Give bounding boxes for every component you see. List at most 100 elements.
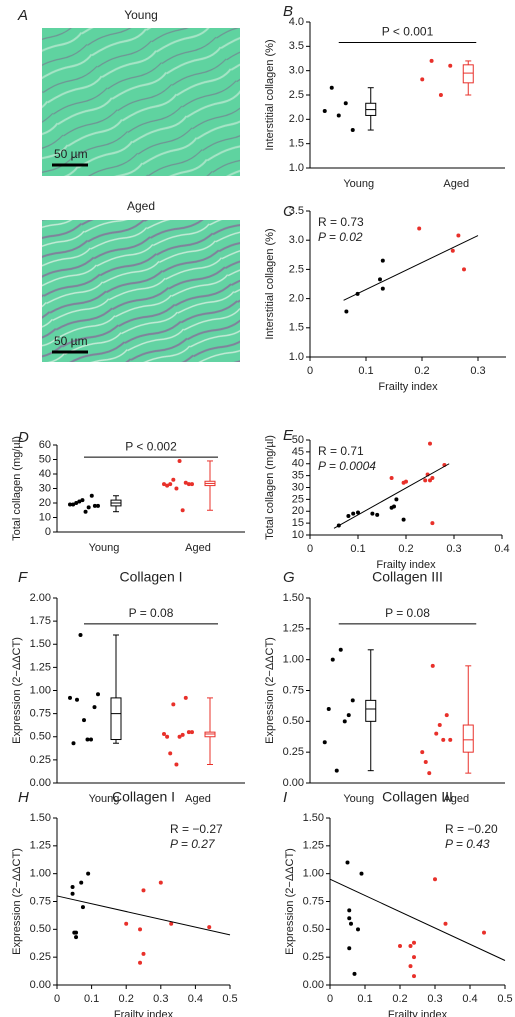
y-tick-label: 50	[39, 453, 51, 465]
dot	[392, 504, 396, 509]
dot	[92, 503, 97, 508]
annotation: P < 0.002	[125, 439, 177, 453]
dot	[96, 503, 100, 508]
x-tick-label: 0.1	[350, 543, 365, 555]
dot	[336, 113, 341, 118]
dot	[165, 483, 170, 488]
y-tick-label: 2.5	[289, 89, 304, 101]
dot	[456, 233, 461, 238]
y-tick-label: 0.75	[303, 895, 324, 907]
y-tick-label: 1.00	[30, 868, 51, 880]
x-axis-label: Frailty index	[388, 1009, 448, 1017]
dot	[138, 960, 143, 965]
dot	[334, 768, 339, 773]
dot	[378, 277, 382, 282]
panel-letter: G	[283, 569, 295, 586]
dot	[443, 921, 448, 926]
y-tick-label: 1.0	[289, 351, 304, 363]
y-tick-label: 45	[292, 446, 304, 458]
y-tick-label: 10	[39, 511, 51, 523]
dot	[462, 267, 466, 272]
chart-title: Collagen III	[382, 789, 453, 805]
y-tick-label: 20	[292, 505, 304, 517]
dot	[74, 930, 79, 935]
dot	[438, 93, 443, 97]
x-tick-label: 0.3	[470, 365, 485, 377]
x-tick-label: 0.3	[446, 543, 461, 555]
y-tick-label: 1.0	[289, 162, 304, 174]
dot	[322, 740, 327, 745]
image-title: Aged	[127, 199, 155, 213]
dot	[349, 921, 353, 926]
y-tick-label: 2.0	[289, 113, 304, 125]
regression-line	[343, 235, 479, 301]
y-tick-label: 25	[292, 493, 304, 505]
y-tick-label: 30	[292, 481, 304, 493]
dot	[190, 730, 194, 735]
stat-label: R = −0.27	[170, 822, 223, 836]
dot	[356, 510, 360, 515]
dot	[190, 482, 194, 487]
y-axis-label: Total collagen (mg/µl)	[11, 436, 23, 541]
x-tick-label: 0	[307, 543, 313, 555]
dot	[162, 482, 166, 487]
micrograph	[42, 220, 240, 362]
dot	[89, 737, 93, 742]
dot	[138, 927, 143, 932]
x-tick-label: 0.4	[188, 993, 203, 1005]
dot	[380, 286, 385, 291]
y-tick-label: 3.0	[289, 65, 304, 77]
y-tick-label: 1.50	[283, 592, 304, 604]
dot	[370, 511, 375, 516]
x-tick-label: Aged	[443, 178, 469, 190]
dot	[430, 521, 435, 526]
y-tick-label: 1.75	[30, 615, 51, 627]
dot	[71, 741, 76, 746]
dot	[330, 657, 335, 662]
y-tick-label: 2.0	[289, 293, 304, 305]
y-tick-label: 0.00	[30, 979, 51, 991]
dot	[420, 77, 425, 82]
y-tick-label: 2.5	[289, 263, 304, 275]
y-tick-label: 1.5	[289, 322, 304, 334]
y-axis-label: Expression (2−ΔΔCT)	[11, 637, 23, 744]
y-tick-label: 1.00	[30, 684, 51, 696]
dot	[124, 921, 129, 926]
dot	[92, 705, 97, 710]
x-tick-label: 0	[54, 993, 60, 1005]
x-tick-label: Aged	[185, 793, 211, 805]
dot	[174, 762, 179, 767]
dot	[437, 723, 442, 728]
y-tick-label: 0.75	[30, 895, 51, 907]
dot	[412, 940, 416, 945]
dot	[427, 771, 432, 776]
y-tick-label: 1.5	[289, 138, 304, 150]
x-tick-label: Aged	[185, 542, 211, 554]
y-tick-label: 0.00	[283, 777, 304, 789]
image-title: Young	[124, 8, 158, 22]
chart-title: Collagen I	[119, 569, 182, 585]
dot	[82, 718, 86, 723]
dot	[158, 880, 163, 885]
y-tick-label: 0.00	[303, 979, 324, 991]
dot	[417, 226, 422, 231]
dot	[359, 871, 364, 876]
y-tick-label: 0.50	[30, 731, 51, 743]
box	[462, 724, 474, 753]
dot	[77, 499, 82, 504]
x-tick-label: 0.2	[398, 543, 413, 555]
dot	[347, 946, 352, 951]
regression-line	[329, 878, 506, 961]
stat-label: P = 0.43	[445, 837, 490, 851]
y-tick-label: 1.50	[30, 812, 51, 824]
y-tick-label: 3.5	[289, 205, 304, 217]
dot	[177, 734, 182, 739]
y-tick-label: 20	[39, 497, 51, 509]
y-tick-label: 4.0	[289, 16, 304, 28]
dot	[342, 719, 347, 724]
y-tick-label: 0	[45, 526, 51, 538]
dot	[380, 258, 385, 263]
dot	[375, 512, 380, 517]
x-tick-label: 0.5	[497, 993, 512, 1005]
x-tick-label: 0.2	[119, 993, 134, 1005]
